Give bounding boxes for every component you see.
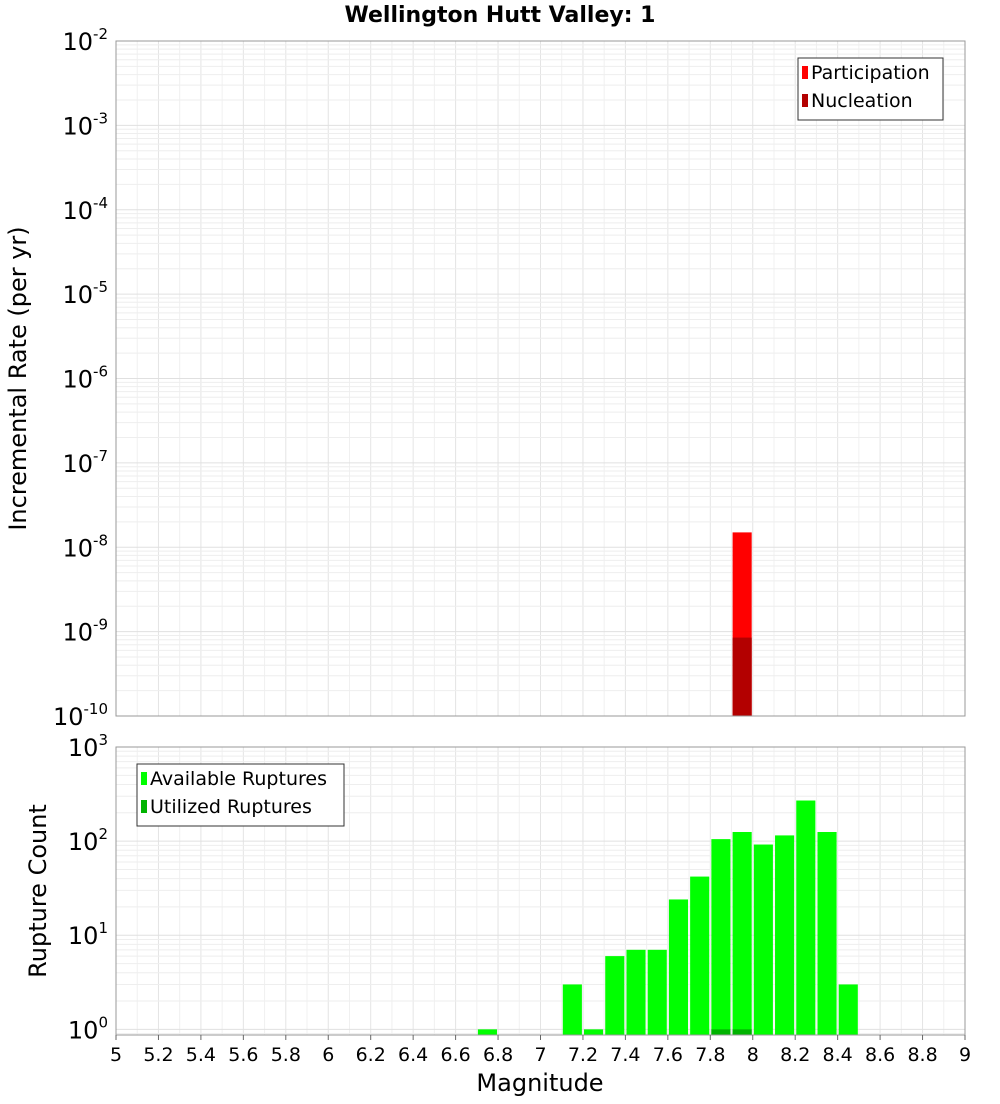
bottom-ytick-label: 102: [68, 825, 108, 856]
bottom-bar-available-ruptures: [605, 956, 625, 1035]
x-tick-label: 6.4: [398, 1044, 428, 1066]
top-ytick-label: 10-3: [62, 109, 108, 140]
top-legend-swatch: [802, 66, 808, 79]
top-ytick-label: 10-10: [53, 700, 108, 731]
bottom-bar-available-ruptures: [647, 949, 667, 1035]
x-tick-label: 7.2: [568, 1044, 598, 1066]
bottom-bar-utilized-ruptures: [732, 1029, 752, 1035]
bottom-ytick-label: 103: [68, 731, 108, 762]
bottom-legend-box: [136, 763, 345, 827]
x-tick-label: 6.2: [356, 1044, 386, 1066]
x-tick-label: 8.4: [823, 1044, 853, 1066]
top-ytick-label: 10-4: [62, 194, 108, 225]
bottom-legend-swatch: [141, 800, 147, 813]
bottom-bar-available-ruptures: [838, 984, 858, 1035]
bottom-ytick-label: 101: [68, 919, 108, 950]
bottom-bar-available-ruptures: [690, 876, 710, 1035]
x-tick-label: 7: [534, 1044, 546, 1066]
bottom-bar-available-ruptures: [817, 831, 837, 1035]
bottom-bar-available-ruptures: [711, 839, 731, 1035]
x-tick-label: 8.6: [865, 1044, 895, 1066]
x-tick-label: 5.6: [228, 1044, 258, 1066]
x-tick-label: 5.8: [271, 1044, 301, 1066]
bottom-bar-available-ruptures: [626, 949, 646, 1035]
top-plot-border: [115, 40, 966, 717]
bottom-bar-available-ruptures: [732, 831, 752, 1035]
x-tick-label: 6: [322, 1044, 334, 1066]
top-ytick-label: 10-5: [62, 278, 108, 309]
bottom-bar-available-ruptures: [477, 1029, 497, 1035]
x-axis-label: Magnitude: [476, 1069, 603, 1097]
bottom-legend-label: Available Ruptures: [150, 768, 327, 790]
top-legend-box: [797, 57, 944, 121]
top-ytick-label: 10-8: [62, 531, 108, 562]
x-tick-label: 7.4: [610, 1044, 640, 1066]
x-tick-label: 9: [959, 1044, 971, 1066]
bottom-bar-available-ruptures: [562, 984, 582, 1035]
bottom-legend-swatch: [141, 772, 147, 785]
bottom-bar-available-ruptures: [668, 899, 689, 1035]
bottom-bar-available-ruptures: [775, 835, 795, 1035]
top-bar-nucleation: [732, 637, 752, 716]
bottom-ylabel: Rupture Count: [24, 804, 52, 978]
top-ylabel: Incremental Rate (per yr): [4, 226, 32, 530]
x-tick-label: 6.8: [483, 1044, 513, 1066]
x-tick-label: 8.2: [780, 1044, 810, 1066]
bottom-bar-available-ruptures: [796, 800, 816, 1035]
top-legend-label: Participation: [811, 62, 930, 84]
bottom-bar-available-ruptures: [753, 844, 773, 1035]
top-legend-swatch: [802, 94, 808, 107]
x-tick-label: 5.4: [186, 1044, 216, 1066]
bottom-ytick-label: 100: [68, 1013, 108, 1044]
chart-title: Wellington Hutt Valley: 1: [345, 3, 656, 28]
bottom-legend-label: Utilized Ruptures: [150, 796, 312, 818]
top-ytick-label: 10-6: [62, 363, 108, 394]
bottom-bar-utilized-ruptures: [711, 1029, 731, 1035]
x-tick-label: 5: [110, 1044, 122, 1066]
top-ytick-label: 10-7: [62, 447, 108, 478]
x-tick-label: 8: [747, 1044, 759, 1066]
top-ytick-label: 10-2: [62, 25, 108, 56]
top-ytick-label: 10-9: [62, 616, 108, 647]
top-legend-label: Nucleation: [811, 90, 913, 112]
x-tick-label: 6.6: [440, 1044, 470, 1066]
bottom-bar-available-ruptures: [584, 1029, 604, 1035]
x-tick-label: 5.2: [143, 1044, 173, 1066]
x-tick-label: 8.8: [907, 1044, 937, 1066]
x-tick-label: 7.6: [653, 1044, 683, 1066]
x-tick-label: 7.8: [695, 1044, 725, 1066]
